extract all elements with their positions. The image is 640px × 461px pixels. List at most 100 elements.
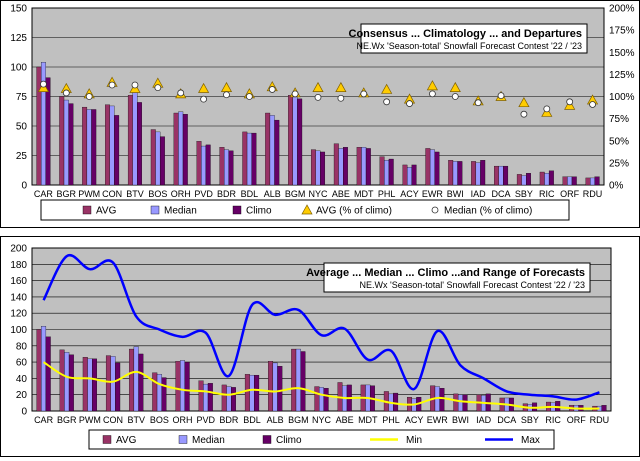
- c2-ytick-label: 120: [10, 309, 27, 320]
- c1-ytick-label: 100: [10, 63, 27, 74]
- c1-bar-avg-bdr: [219, 147, 225, 186]
- c1-ytick-label: 0: [21, 181, 27, 192]
- c1-marker-median-pct-pwm: [85, 93, 93, 100]
- c1-bar-median-iad: [475, 162, 481, 186]
- c1-bar-avg-bos: [150, 129, 156, 186]
- c2-bar-avg-bos: [152, 372, 158, 412]
- c2-xtick-label: RIC: [545, 415, 561, 425]
- c2-bar-median-alb: [272, 362, 278, 412]
- c2-title: Average ... Median ... Climo ...and Rang…: [306, 267, 585, 279]
- c2-xtick-label: CAR: [34, 415, 54, 425]
- c1-y2tick-label: 100%: [609, 92, 635, 103]
- c1-bar-avg-orf: [562, 176, 568, 186]
- c1-bar-climo-phl: [388, 158, 394, 186]
- c2-xtick-label: BGM: [288, 415, 309, 425]
- c1-xtick-label: BGR: [57, 189, 77, 199]
- c1-bar-avg-pwm: [82, 106, 88, 186]
- c1-bar-median-bdr: [224, 149, 229, 186]
- c1-subtitle: NE.Wx 'Season-total' Snowfall Forecast C…: [357, 41, 582, 51]
- c1-xtick-label: RIC: [539, 189, 555, 199]
- c2-bar-climo-pwm: [92, 358, 97, 412]
- c1-marker-median-pct-abe: [337, 94, 345, 102]
- c1-bar-median-ewr: [429, 149, 435, 186]
- c1-bar-climo-abe: [343, 147, 348, 186]
- c1-legend-swatch-median: [150, 205, 160, 215]
- c1-marker-median-pct-ewr: [428, 90, 436, 98]
- c1-bar-climo-con: [114, 115, 120, 186]
- c1-title-box: [360, 23, 588, 54]
- c2-ytick-label: 180: [10, 260, 27, 271]
- c1-bar-avg-alb: [265, 112, 271, 186]
- c1-bar-climo-sby: [526, 173, 531, 186]
- c1-xtick-label: EWR: [422, 189, 443, 199]
- c2-legend-label-min: Min: [406, 435, 422, 446]
- c2-bar-median-bdr: [226, 386, 232, 412]
- chart-range: 0 20 40 60 80 100 120 140 160 180 200 CAR BGR PWM CON B…: [10, 244, 612, 450]
- c2-bar-avg-con: [105, 355, 111, 412]
- c2-bar-climo-ewr: [439, 388, 445, 412]
- c1-bar-median-nyc: [315, 150, 321, 186]
- c1-xtick-label: ORH: [171, 189, 191, 199]
- c2-xtick-label: ORF: [567, 415, 587, 425]
- c1-xtick-label: NYC: [308, 189, 328, 199]
- c2-bar-median-nyc: [319, 387, 324, 412]
- c1-bar-avg-bwi: [448, 160, 454, 186]
- c2-bar-avg-bdl: [244, 374, 250, 412]
- c2-xtick-label: ORH: [173, 415, 193, 425]
- c1-bar-climo-iad: [480, 160, 486, 186]
- c2-ytick-label: 80: [16, 341, 28, 352]
- c2-bar-median-bwi: [457, 394, 463, 412]
- c1-marker-avg-pct-ewr: [426, 80, 438, 91]
- c1-xtick-label: ACY: [400, 189, 419, 199]
- c1-bar-climo-bgr: [68, 103, 74, 186]
- c1-bar-median-car: [41, 62, 46, 186]
- c1-bar-climo-orf: [571, 176, 577, 186]
- c1-xtick-label: ORF: [560, 189, 580, 199]
- c2-line-min: [43, 361, 600, 410]
- c1-marker-avg-pct-pvd: [198, 82, 210, 93]
- c1-xtick-label: PVD: [194, 189, 213, 199]
- c1-marker-median-pct-phl: [383, 98, 391, 106]
- c2-bar-climo-alb: [277, 366, 283, 412]
- c1-bar-avg-bdl: [242, 131, 248, 186]
- c2-xtick-label: EWR: [427, 415, 448, 425]
- c1-marker-median-pct-bgm: [291, 90, 299, 98]
- c1-y2tick-label: 125%: [609, 70, 635, 81]
- c2-bar-climo-orh: [184, 361, 190, 412]
- c2-bar-climo-nyc: [323, 388, 329, 412]
- c2-xtick-label: MDT: [358, 415, 378, 425]
- c2-xtick-label: ABE: [336, 415, 354, 425]
- c1-marker-median-pct-pvd: [200, 95, 208, 103]
- c1-y2tick-label: 200%: [609, 4, 635, 15]
- c1-legend-swatch-avg-of-climo: [301, 204, 313, 215]
- c2-bar-avg-nyc: [314, 386, 320, 412]
- c2-legend-swatch-climo: [262, 435, 272, 444]
- c1-xtick-label: BOS: [148, 189, 167, 199]
- c1-bar-median-bdl: [246, 132, 252, 186]
- c2-bar-climo-con: [115, 362, 121, 412]
- c1-bar-median-acy: [407, 167, 412, 186]
- c1-xtick-label: IAD: [471, 189, 487, 199]
- c1-bar-avg-nyc: [310, 149, 316, 186]
- c1-legend-label-median-of-climo: Median (% of climo): [444, 206, 532, 217]
- c2-bar-climo-btv: [138, 353, 144, 412]
- c1-xtick-label: MDT: [354, 189, 374, 199]
- c2-xtick-label: NYC: [312, 415, 332, 425]
- c2-bar-median-bgr: [64, 352, 70, 412]
- c2-xtick-label: SBY: [521, 415, 539, 425]
- c1-ytick-label: 50: [16, 122, 28, 133]
- c2-bar-climo-pvd: [207, 383, 213, 412]
- c1-marker-median-pct-bwi: [451, 93, 459, 100]
- c1-bar-median-bos: [155, 131, 161, 186]
- c1-bar-avg-phl: [379, 156, 385, 186]
- c2-bar-avg-bgr: [59, 349, 65, 412]
- c2-ytick-label: 40: [16, 374, 28, 385]
- c1-bar-median-orf: [567, 176, 573, 186]
- c2-bar-avg-bgm: [291, 348, 297, 412]
- c1-bar-avg-con: [105, 104, 110, 186]
- chart-range-panel: 0 20 40 60 80 100 120 140 160 180 200 CAR BGR PWM CON B…: [0, 236, 640, 457]
- c2-bar-climo-bdr: [231, 387, 236, 412]
- c1-bar-median-con: [109, 105, 115, 186]
- c1-legend-swatch-median-of-climo: [431, 206, 439, 214]
- c1-bar-median-bwi: [452, 161, 458, 186]
